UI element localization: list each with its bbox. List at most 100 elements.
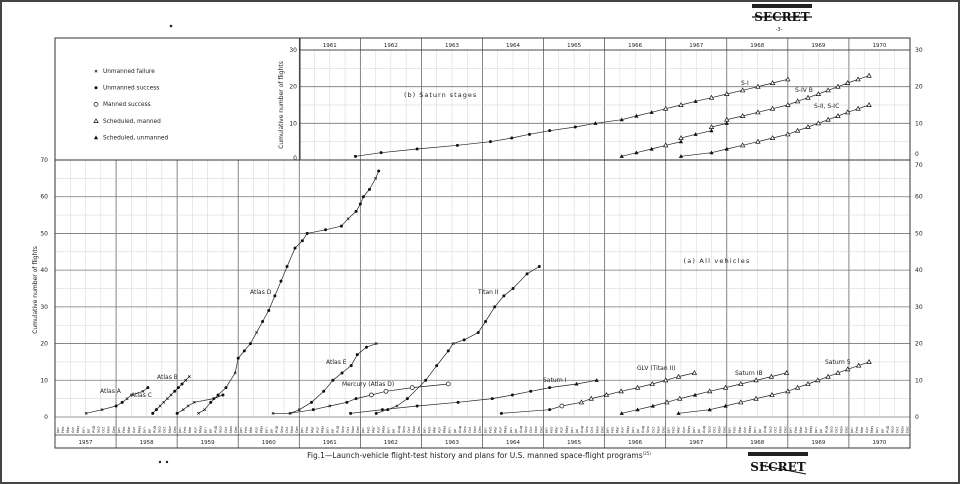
- x-month-label: Apr: [682, 426, 686, 433]
- legend-item: Unmanned success: [94, 86, 159, 92]
- series-label: S-II, S-IC: [814, 103, 839, 110]
- strike-line: [759, 464, 807, 475]
- scheduled-manned-marker: [708, 124, 715, 129]
- y-tick-label-right: 10: [915, 377, 923, 384]
- unmanned-success-marker: [374, 411, 378, 415]
- unmanned-failure-marker: [374, 176, 378, 180]
- scheduled-manned-marker: [678, 135, 684, 140]
- scheduled-manned-marker: [805, 94, 811, 100]
- x-month-label: Oct: [773, 426, 777, 433]
- legend-label: Scheduled, manned: [103, 119, 161, 125]
- unmanned-failure-marker: [169, 393, 173, 397]
- x-month-label: Feb: [61, 426, 65, 433]
- series-mercury-atlas-d-: [271, 381, 451, 415]
- unmanned-success-marker: [379, 151, 383, 155]
- unmanned-success-marker: [386, 408, 390, 412]
- unmanned-failure-marker: [100, 408, 104, 412]
- x-month-label: Oct: [468, 426, 472, 433]
- x-month-label: Jun: [203, 427, 207, 434]
- unmanned-success-marker: [349, 411, 353, 415]
- x-month-label: Oct: [102, 426, 106, 433]
- y-tick-label-right: 20: [915, 341, 923, 348]
- scheduled-manned-marker: [724, 116, 730, 122]
- legend-item: Scheduled, unmanned: [93, 135, 168, 141]
- x-month-label: Aug: [397, 426, 401, 433]
- x-year-label: 1966: [628, 440, 642, 446]
- x-month-label: Apr: [315, 426, 319, 433]
- x-month-label: Apr: [621, 426, 625, 433]
- x-month-label: Apr: [193, 426, 197, 433]
- series-label: S-IV B: [795, 87, 813, 94]
- series-label: Titan II: [477, 289, 499, 296]
- series-saturn-5: [676, 359, 872, 415]
- scheduled-unmanned-marker: [724, 121, 729, 125]
- scan-speck: [169, 24, 173, 28]
- x-month-label: Jun: [326, 427, 330, 434]
- unmanned-failure-marker: [255, 331, 258, 335]
- x-month-label: Jan: [117, 427, 121, 434]
- x-month-label: Nov: [107, 425, 111, 433]
- unmanned-success-marker: [267, 309, 271, 313]
- legend-label: Scheduled, unmanned: [103, 135, 168, 141]
- x-month-label: Nov: [595, 425, 599, 433]
- x-month-label: Nov: [351, 425, 355, 433]
- x-month-label: Nov: [656, 425, 660, 433]
- unmanned-success-marker: [368, 187, 372, 191]
- unmanned-failure-marker: [125, 397, 129, 401]
- x-month-label: Aug: [702, 426, 706, 433]
- unmanned-success-marker: [415, 404, 419, 408]
- unmanned-success-marker: [358, 202, 362, 206]
- x-month-label: Mar: [555, 426, 559, 433]
- unmanned-success-marker: [354, 209, 358, 213]
- x-year-label: 1966: [628, 43, 642, 49]
- unmanned-success-marker: [446, 349, 450, 353]
- x-month-label: Dec: [478, 426, 482, 433]
- unmanned-success-marker: [216, 393, 220, 397]
- unmanned-success-marker: [424, 378, 428, 382]
- y-tick-label-right: 10: [915, 120, 923, 127]
- x-month-label: Sep: [402, 426, 406, 433]
- scheduled-manned-marker: [835, 113, 841, 118]
- unmanned-success-marker: [311, 408, 315, 412]
- x-month-label: Mar: [738, 426, 742, 433]
- unmanned-success-marker: [528, 132, 532, 136]
- unmanned-success-marker: [331, 378, 335, 382]
- scheduled-manned-marker: [755, 138, 761, 144]
- x-month-label: Nov: [534, 425, 538, 433]
- scheduled-manned-marker: [708, 94, 715, 100]
- manned-success-marker: [93, 102, 99, 107]
- x-year-label: 1958: [140, 440, 154, 446]
- x-month-label: Sep: [829, 426, 833, 433]
- scheduled-unmanned-marker: [678, 154, 684, 158]
- x-month-label: Jul: [392, 429, 396, 434]
- series-label: Atlas B: [157, 374, 178, 381]
- scheduled-manned-marker: [755, 109, 761, 115]
- unmanned-success-marker: [548, 129, 552, 133]
- unmanned-success-marker: [353, 154, 357, 158]
- x-year-label: 1964: [506, 43, 520, 49]
- legend: Unmanned failure Unmanned success Manned s…: [93, 69, 168, 141]
- unmanned-success-marker: [462, 338, 466, 342]
- scheduled-manned-marker: [739, 142, 746, 148]
- unmanned-success-marker: [242, 349, 246, 353]
- scheduled-manned-marker: [783, 370, 790, 375]
- unmanned-success-marker: [499, 411, 503, 415]
- x-month-label: Jan: [56, 427, 60, 434]
- unmanned-success-marker: [484, 320, 488, 324]
- x-month-label: May: [687, 425, 691, 433]
- x-month-label: Jul: [86, 429, 90, 434]
- series-atlas-e: [288, 342, 378, 415]
- y-tick-label-right: 0: [915, 414, 919, 421]
- series-label: Atlas A: [100, 388, 122, 395]
- y-tick-label-left: 50: [40, 230, 48, 237]
- x-month-label: Mar: [677, 426, 681, 433]
- unmanned-success-marker: [361, 195, 365, 199]
- scheduled-manned-marker: [753, 377, 759, 383]
- x-month-label: Jun: [387, 427, 391, 434]
- x-year-label: 1969: [811, 440, 825, 446]
- series-s-iv-b: [619, 72, 872, 158]
- scheduled-manned-marker: [815, 377, 821, 383]
- x-month-label: Jan: [667, 427, 671, 434]
- x-month-label: Sep: [707, 426, 711, 433]
